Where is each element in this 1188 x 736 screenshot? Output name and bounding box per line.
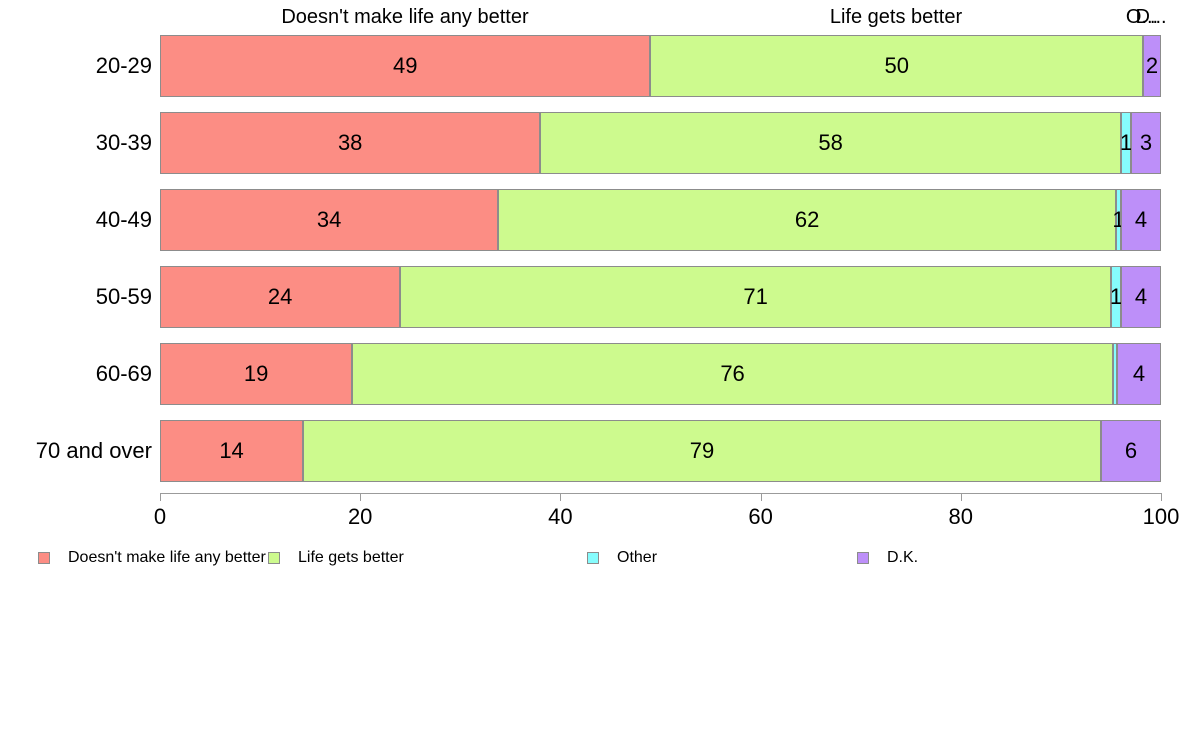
segment-value-label: 38 <box>337 130 363 155</box>
bar-segment: 14 <box>160 420 304 482</box>
legend-item-3: D.K. <box>857 548 918 568</box>
x-tick-label-60: 60 <box>748 504 773 529</box>
legend-swatch-icon <box>857 552 869 564</box>
segment-value-label: 76 <box>720 361 745 386</box>
bar-segment: 38 <box>160 112 541 174</box>
segment-value-label: 62 <box>794 207 820 232</box>
segment-value-label: 2 <box>1145 53 1159 78</box>
category-label-20-29: 20-29 <box>95 53 152 78</box>
segment-value-label: 3 <box>1139 130 1153 155</box>
segment-value-label: 14 <box>219 438 244 463</box>
column-header-1: Life gets better <box>829 6 963 28</box>
legend-item-2: Other <box>587 548 657 568</box>
bar-segment: 4 <box>1116 343 1161 405</box>
bar-segment: 6 <box>1100 420 1161 482</box>
bar-row-40-49: 34 62 1 4 <box>160 189 1161 251</box>
x-axis-line <box>160 493 1161 494</box>
category-label-50-59: 50-59 <box>95 284 152 309</box>
bar-segment: 3 <box>1130 112 1161 174</box>
legend-label: Other <box>617 549 658 566</box>
legend-item-1: Life gets better <box>268 548 404 568</box>
legend-swatch-icon <box>268 552 280 564</box>
bar-row-20-29: 49 50 2 <box>160 35 1161 97</box>
segment-value-label: 24 <box>267 284 293 309</box>
segment-value-label: 4 <box>1134 284 1148 309</box>
segment-value-label: 58 <box>818 130 843 155</box>
segment-value-label: 19 <box>243 361 269 386</box>
bar-segment <box>1112 343 1117 405</box>
bar-segment: 62 <box>498 189 1116 251</box>
x-tick-label-20: 20 <box>347 504 373 529</box>
segment-value-label: 4 <box>1132 361 1146 386</box>
bar-segment: 79 <box>303 420 1101 482</box>
segment-value-label: 79 <box>689 438 715 463</box>
bar-segment: 58 <box>540 112 1121 174</box>
bar-segment: 34 <box>160 189 499 251</box>
column-header-0: Doesn't make life any better <box>281 6 529 28</box>
bar-row-70-and-over: 14 79 6 <box>160 420 1161 482</box>
x-tick-label-100: 100 <box>1142 504 1180 529</box>
x-tick-mark <box>760 493 762 501</box>
x-tick-mark <box>960 493 962 501</box>
category-label-60-69: 60-69 <box>95 361 152 386</box>
bar-segment: 1 <box>1109 266 1123 328</box>
bar-segment: 76 <box>352 343 1113 405</box>
segment-value-label: 1 <box>1109 284 1123 309</box>
bar-segment: 24 <box>160 266 401 328</box>
segment-value-label: 50 <box>884 53 909 78</box>
segment-value-label: 1 <box>1119 130 1133 155</box>
x-tick-mark <box>560 493 562 501</box>
legend-label: Life gets better <box>298 549 404 566</box>
legend-label: Doesn't make life any better <box>68 549 266 566</box>
x-tick-mark <box>160 493 161 501</box>
bar-row-30-39: 38 58 1 3 <box>160 112 1161 174</box>
bar-segment: 2 <box>1142 35 1161 97</box>
category-label-40-49: 40-49 <box>95 207 152 232</box>
segment-value-label: 71 <box>743 284 768 309</box>
x-tick-label-80: 80 <box>948 504 974 529</box>
bar-segment: 4 <box>1120 189 1161 251</box>
column-header-2: O... <box>1125 6 1159 28</box>
bar-segment: 71 <box>400 266 1111 328</box>
category-label-30-39: 30-39 <box>95 130 152 155</box>
x-tick-mark <box>1161 493 1162 501</box>
legend-item-0: Doesn't make life any better <box>38 548 266 568</box>
segment-value-label: 4 <box>1134 207 1148 232</box>
category-label-70-and-over: 70 and over <box>35 438 152 463</box>
bar-row-60-69: 19 76 4 <box>160 343 1161 405</box>
segment-value-label: 49 <box>392 53 418 78</box>
bar-segment: 49 <box>160 35 651 97</box>
segment-value-label: 6 <box>1124 438 1138 463</box>
bar-segment: 19 <box>160 343 353 405</box>
bar-segment: 1 <box>1119 112 1133 174</box>
bar-segment: 4 <box>1120 266 1161 328</box>
x-tick-mark <box>360 493 362 501</box>
x-tick-label-0: 0 <box>153 504 167 529</box>
legend-swatch-icon <box>38 552 50 564</box>
bar-row-50-59: 24 71 1 4 <box>160 266 1161 328</box>
legend-label: D.K. <box>887 549 919 566</box>
column-header-3: D... <box>1135 6 1167 28</box>
legend-swatch-icon <box>587 552 599 564</box>
x-tick-label-40: 40 <box>548 504 573 529</box>
bar-segment: 50 <box>650 35 1143 97</box>
segment-value-label: 34 <box>316 207 342 232</box>
